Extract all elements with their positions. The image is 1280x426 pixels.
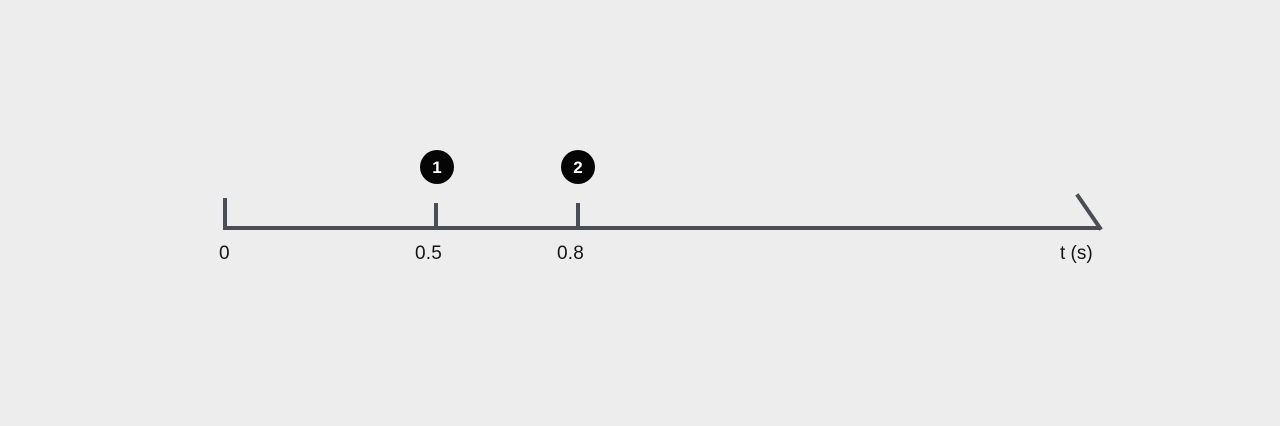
axis-arrow-icon xyxy=(1075,193,1103,231)
event-badge-1[interactable]: 1 xyxy=(420,150,454,184)
event-badge-1-label: 1 xyxy=(432,157,442,177)
axis-tick-label-0-5: 0.5 xyxy=(415,243,443,264)
axis-tick-label-0-8: 0.8 xyxy=(557,243,585,264)
axis-name-label: t (s) xyxy=(1060,243,1093,264)
axis-tick-label-0: 0 xyxy=(219,243,230,264)
event-badge-2[interactable]: 2 xyxy=(561,150,595,184)
event-badge-2-label: 2 xyxy=(573,157,583,177)
